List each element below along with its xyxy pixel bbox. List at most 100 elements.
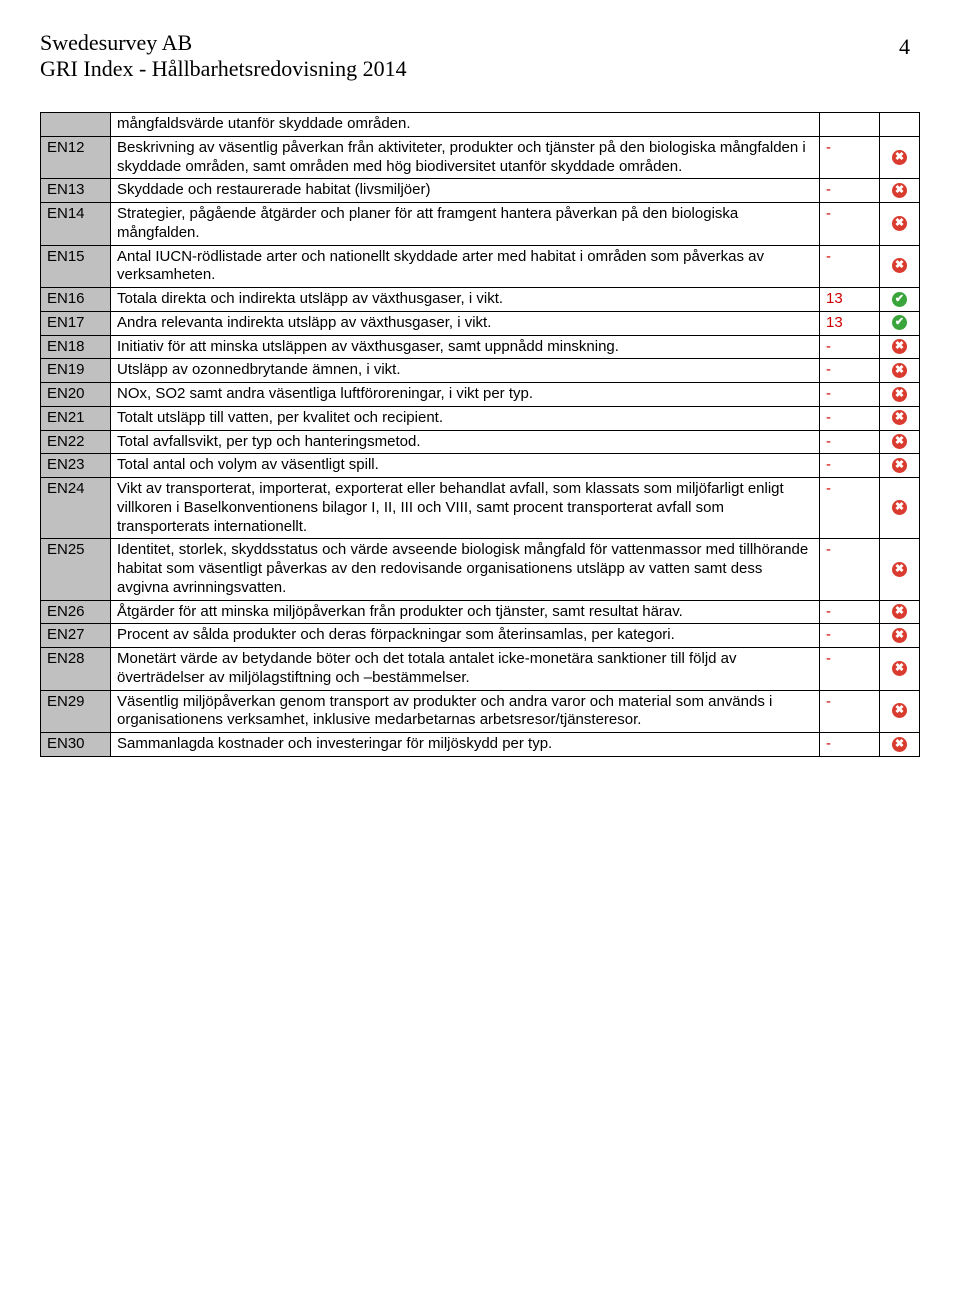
status-cell: ✖ [880, 383, 920, 407]
cross-icon: ✖ [892, 387, 907, 402]
status-cell: ✖ [880, 648, 920, 691]
table-row: EN20NOx, SO2 samt andra väsentliga luftf… [41, 383, 920, 407]
reference-cell: - [820, 335, 880, 359]
table-row: EN15Antal IUCN-rödlistade arter och nati… [41, 245, 920, 288]
status-cell: ✖ [880, 406, 920, 430]
reference-cell: 13 [820, 311, 880, 335]
cross-icon: ✖ [892, 737, 907, 752]
code-cell: EN25 [41, 539, 111, 600]
status-cell [880, 113, 920, 137]
reference-cell: - [820, 136, 880, 179]
reference-cell [820, 113, 880, 137]
cross-icon: ✖ [892, 150, 907, 165]
status-cell: ✖ [880, 454, 920, 478]
table-row: EN23Total antal och volym av väsentligt … [41, 454, 920, 478]
reference-cell: - [820, 406, 880, 430]
code-cell: EN19 [41, 359, 111, 383]
gri-index-table: mångfaldsvärde utanför skyddade områden.… [40, 112, 920, 757]
cross-icon: ✖ [892, 562, 907, 577]
code-cell: EN26 [41, 600, 111, 624]
reference-cell: - [820, 733, 880, 757]
reference-cell: - [820, 539, 880, 600]
cross-icon: ✖ [892, 628, 907, 643]
cross-icon: ✖ [892, 216, 907, 231]
code-cell: EN16 [41, 288, 111, 312]
reference-cell: - [820, 648, 880, 691]
description-cell: Utsläpp av ozonnedbrytande ämnen, i vikt… [111, 359, 820, 383]
cross-icon: ✖ [892, 458, 907, 473]
description-cell: Total avfallsvikt, per typ och hantering… [111, 430, 820, 454]
page-header: Swedesurvey AB GRI Index - Hållbarhetsre… [40, 30, 920, 82]
code-cell: EN27 [41, 624, 111, 648]
cross-icon: ✖ [892, 661, 907, 676]
table-row: EN16Totala direkta och indirekta utsläpp… [41, 288, 920, 312]
table-row: EN29Väsentlig miljöpåverkan genom transp… [41, 690, 920, 733]
status-cell: ✔ [880, 311, 920, 335]
table-row: EN13Skyddade och restaurerade habitat (l… [41, 179, 920, 203]
description-cell: mångfaldsvärde utanför skyddade områden. [111, 113, 820, 137]
table-row: EN12Beskrivning av väsentlig påverkan fr… [41, 136, 920, 179]
code-cell: EN13 [41, 179, 111, 203]
status-cell: ✖ [880, 359, 920, 383]
description-cell: Åtgärder för att minska miljöpåverkan fr… [111, 600, 820, 624]
description-cell: NOx, SO2 samt andra väsentliga luftföror… [111, 383, 820, 407]
table-row-continuation: mångfaldsvärde utanför skyddade områden. [41, 113, 920, 137]
code-cell: EN17 [41, 311, 111, 335]
cross-icon: ✖ [892, 500, 907, 515]
cross-icon: ✖ [892, 258, 907, 273]
reference-cell: - [820, 179, 880, 203]
reference-cell: 13 [820, 288, 880, 312]
code-cell: EN15 [41, 245, 111, 288]
description-cell: Beskrivning av väsentlig påverkan från a… [111, 136, 820, 179]
code-cell: EN23 [41, 454, 111, 478]
cross-icon: ✖ [892, 363, 907, 378]
code-cell: EN20 [41, 383, 111, 407]
company-name: Swedesurvey AB [40, 30, 920, 56]
description-cell: Identitet, storlek, skyddsstatus och vär… [111, 539, 820, 600]
status-cell: ✖ [880, 136, 920, 179]
description-cell: Totala direkta och indirekta utsläpp av … [111, 288, 820, 312]
description-cell: Totalt utsläpp till vatten, per kvalitet… [111, 406, 820, 430]
status-cell: ✖ [880, 733, 920, 757]
check-icon: ✔ [892, 292, 907, 307]
description-cell: Väsentlig miljöpåverkan genom transport … [111, 690, 820, 733]
table-row: EN30Sammanlagda kostnader och investerin… [41, 733, 920, 757]
reference-cell: - [820, 454, 880, 478]
description-cell: Sammanlagda kostnader och investeringar … [111, 733, 820, 757]
table-row: EN19Utsläpp av ozonnedbrytande ämnen, i … [41, 359, 920, 383]
reference-cell: - [820, 690, 880, 733]
status-cell: ✖ [880, 203, 920, 246]
cross-icon: ✖ [892, 339, 907, 354]
table-row: EN27Procent av sålda produkter och deras… [41, 624, 920, 648]
code-cell: EN29 [41, 690, 111, 733]
code-cell: EN14 [41, 203, 111, 246]
status-cell: ✖ [880, 624, 920, 648]
description-cell: Monetärt värde av betydande böter och de… [111, 648, 820, 691]
description-cell: Initiativ för att minska utsläppen av vä… [111, 335, 820, 359]
description-cell: Total antal och volym av väsentligt spil… [111, 454, 820, 478]
status-cell: ✔ [880, 288, 920, 312]
description-cell: Procent av sålda produkter och deras för… [111, 624, 820, 648]
report-subtitle: GRI Index - Hållbarhetsredovisning 2014 [40, 56, 920, 82]
cross-icon: ✖ [892, 434, 907, 449]
description-cell: Antal IUCN-rödlistade arter och nationel… [111, 245, 820, 288]
table-row: EN24Vikt av transporterat, importerat, e… [41, 478, 920, 539]
table-row: EN18Initiativ för att minska utsläppen a… [41, 335, 920, 359]
reference-cell: - [820, 624, 880, 648]
cross-icon: ✖ [892, 604, 907, 619]
status-cell: ✖ [880, 478, 920, 539]
table-row: EN26Åtgärder för att minska miljöpåverka… [41, 600, 920, 624]
description-cell: Skyddade och restaurerade habitat (livsm… [111, 179, 820, 203]
status-cell: ✖ [880, 335, 920, 359]
code-cell: EN22 [41, 430, 111, 454]
cross-icon: ✖ [892, 410, 907, 425]
description-cell: Andra relevanta indirekta utsläpp av väx… [111, 311, 820, 335]
table-row: EN17Andra relevanta indirekta utsläpp av… [41, 311, 920, 335]
code-cell: EN21 [41, 406, 111, 430]
code-cell: EN28 [41, 648, 111, 691]
code-cell-empty [41, 113, 111, 137]
status-cell: ✖ [880, 245, 920, 288]
reference-cell: - [820, 245, 880, 288]
reference-cell: - [820, 359, 880, 383]
check-icon: ✔ [892, 315, 907, 330]
